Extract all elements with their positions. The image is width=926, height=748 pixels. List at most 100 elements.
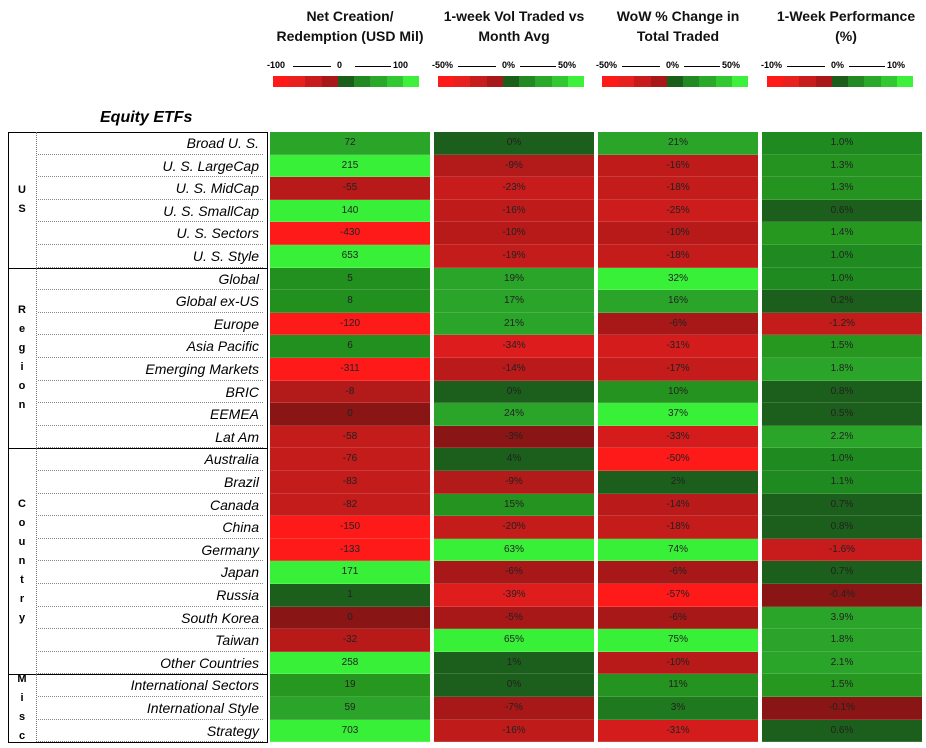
heatmap-cell: 0.7% [762, 493, 922, 517]
heatmap-cell: -5% [434, 606, 594, 630]
row-label: U. S. LargeCap [38, 155, 263, 178]
heatmap-cell: -3% [434, 425, 594, 449]
table-row: South Korea 0 -5% -6% 3.9% [8, 606, 922, 630]
heatmap-cell: 0% [434, 380, 594, 404]
column-header-line2: Total Traded [636, 28, 720, 44]
row-label: U. S. Style [38, 245, 263, 268]
table-bottom-border [8, 742, 268, 744]
heatmap-cell: 16% [598, 290, 758, 313]
row-label: China [38, 516, 263, 539]
heatmap-cell: -14% [598, 493, 758, 517]
heatmap-cell: 0.6% [762, 719, 922, 743]
heatmap-cell: 1.4% [762, 222, 922, 245]
left-arrow-icon [458, 66, 496, 67]
legend-swatch [650, 76, 667, 87]
heatmap-cell: 37% [598, 403, 758, 426]
row-label: Brazil [38, 471, 263, 494]
group-label-letter: i [20, 692, 24, 705]
table-row: Emerging Markets -311 -14% -17% 1.8% [8, 358, 922, 381]
legend-swatch [831, 76, 849, 87]
group-label-letter: o [18, 379, 26, 392]
legend-mid-label: 0% [502, 60, 516, 70]
group-label-letter: C [18, 497, 26, 510]
heatmap-cell: 2.2% [762, 425, 922, 449]
heatmap-cell: 3.9% [762, 606, 922, 630]
legend-swatch [634, 76, 651, 87]
legend-color-scale [273, 76, 419, 87]
heatmap-cell: 1.0% [762, 245, 922, 268]
heatmap-cell: -14% [434, 358, 594, 381]
heatmap-cell: 19 [270, 674, 430, 697]
heatmap-cell: -20% [434, 516, 594, 539]
heatmap-cell: 1.0% [762, 132, 922, 155]
legend-swatch [535, 76, 552, 87]
legend-1: -100 0 100 [267, 60, 419, 90]
heatmap-cell: 1.8% [762, 629, 922, 652]
heatmap-cell: 4% [434, 448, 594, 471]
heatmap-cell: -6% [598, 606, 758, 630]
group-label-letter: R [18, 303, 26, 316]
heatmap-cell: -10% [434, 222, 594, 245]
row-label: Australia [38, 448, 263, 471]
legend-swatch [683, 76, 700, 87]
heatmap-cell: -18% [598, 177, 758, 200]
group-divider [36, 267, 38, 449]
legend-swatch [699, 76, 716, 87]
group-label-letter: U [18, 183, 26, 196]
group-label-letter: n [18, 554, 26, 567]
legend-swatch [354, 76, 371, 87]
heatmap-cell: 1.5% [762, 335, 922, 358]
legend-swatch [337, 76, 355, 87]
heatmap-cell: 15% [434, 493, 594, 517]
heatmap-cell: 0.2% [762, 290, 922, 313]
group-box [8, 267, 268, 449]
table-row: Strategy 703 -16% -31% 0.6% [8, 719, 922, 743]
heatmap-cell: -55 [270, 177, 430, 200]
heatmap-cell: 17% [434, 290, 594, 313]
legend-2: -50% 0% 50% [432, 60, 584, 90]
heatmap-cell: -0.1% [762, 697, 922, 720]
legend-swatch [864, 76, 881, 87]
group-label-letter: n [18, 398, 26, 411]
heatmap-cell: -1.2% [762, 312, 922, 336]
heatmap-cell: -10% [598, 651, 758, 675]
heatmap-cell: -34% [434, 335, 594, 358]
group-label-letter: u [18, 535, 26, 548]
heatmap-cell: -57% [598, 584, 758, 607]
heatmap-cell: 653 [270, 245, 430, 268]
heatmap-cell: -1.6% [762, 538, 922, 562]
heatmap-cell: 65% [434, 629, 594, 652]
legend-swatch [731, 76, 748, 87]
legend-swatch [567, 76, 584, 87]
legend-swatch [486, 76, 503, 87]
group-label-letter: S [18, 202, 26, 215]
heatmap-cell: -19% [434, 245, 594, 268]
table-row: Lat Am -58 -3% -33% 2.2% [8, 425, 922, 449]
heatmap-cell: 72 [270, 132, 430, 155]
heatmap-cell: -6% [598, 561, 758, 584]
legend-swatch [438, 76, 455, 87]
group-label-letter: g [18, 341, 26, 354]
heatmap-cell: 1.0% [762, 448, 922, 471]
table-row: Global 5 19% 32% 1.0% [8, 267, 922, 291]
heatmap-cell: 1.8% [762, 358, 922, 381]
left-arrow-icon [787, 66, 825, 67]
heatmap-cell: -0.4% [762, 584, 922, 607]
right-arrow-icon [355, 66, 391, 67]
table-row: EEMEA 0 24% 37% 0.5% [8, 403, 922, 426]
legend-swatch [305, 76, 322, 87]
heatmap-cell: 1.1% [762, 471, 922, 494]
table-row: China -150 -20% -18% 0.8% [8, 516, 922, 539]
table-row: International Sectors 19 0% 11% 1.5% [8, 674, 922, 697]
group-label-letter: i [20, 360, 24, 373]
table-row: Japan 171 -6% -6% 0.7% [8, 561, 922, 584]
group-divider [36, 448, 38, 675]
right-arrow-icon [520, 66, 556, 67]
row-label: Japan [38, 561, 263, 584]
heatmap-cell: -17% [598, 358, 758, 381]
heatmap-cell: 1.0% [762, 267, 922, 291]
legend-min-label: -10% [761, 60, 783, 70]
row-label: Taiwan [38, 629, 263, 652]
